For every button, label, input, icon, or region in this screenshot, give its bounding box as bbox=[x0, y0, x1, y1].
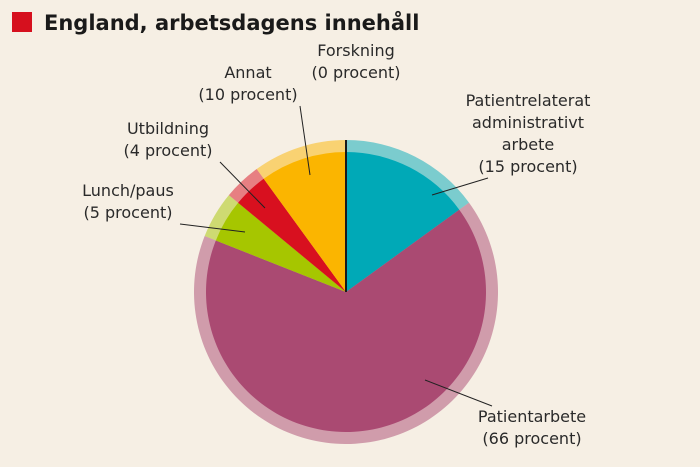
value-label: (66 procent) bbox=[482, 429, 581, 448]
leader-line bbox=[179, 223, 246, 233]
title-marker bbox=[12, 12, 32, 32]
leader-line bbox=[424, 379, 493, 407]
value-label: (10 procent) bbox=[198, 85, 297, 104]
slice bbox=[263, 152, 346, 292]
value-label: (0 procent) bbox=[312, 63, 401, 82]
slice bbox=[215, 202, 346, 292]
slice-label: Patientarbete bbox=[478, 407, 586, 426]
slice-label: Patientrelaterat administrativt arbete bbox=[466, 91, 591, 154]
slice bbox=[238, 178, 346, 292]
value-label: (4 procent) bbox=[124, 141, 213, 160]
slice bbox=[346, 152, 460, 292]
leader-line bbox=[431, 177, 489, 196]
value-label: (5 procent) bbox=[84, 203, 173, 222]
leader-line bbox=[219, 161, 266, 209]
leader-line bbox=[299, 105, 311, 176]
slice-label: Annat bbox=[224, 63, 271, 82]
chart-title: England, arbetsdagens innehåll bbox=[44, 10, 419, 35]
slice-label: Lunch/paus bbox=[82, 181, 174, 200]
slice-label: Forskning bbox=[317, 41, 394, 60]
slice-label: Utbildning bbox=[127, 119, 209, 138]
slice bbox=[206, 209, 486, 433]
value-label: (15 procent) bbox=[478, 157, 577, 176]
